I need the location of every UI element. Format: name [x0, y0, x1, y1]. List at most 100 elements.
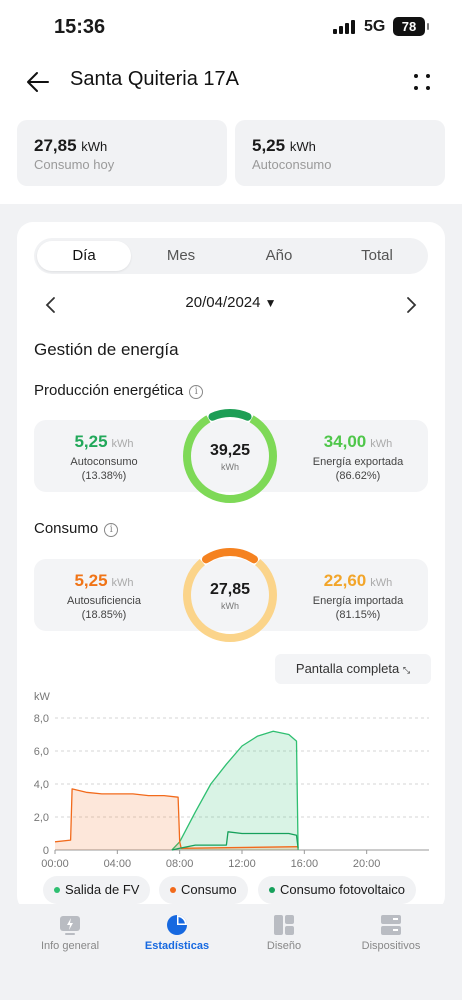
back-button[interactable]	[22, 66, 54, 98]
nav-label: Info general	[40, 940, 100, 952]
menu-button[interactable]	[406, 66, 438, 98]
x-tick-label: 12:00	[228, 858, 256, 870]
y-tick-label: 0	[43, 845, 49, 857]
unit: kWh	[370, 438, 393, 450]
battery-icon: 78	[393, 17, 429, 36]
date-selector: 20/04/2024 ▼	[17, 290, 445, 320]
info-icon[interactable]: i	[189, 385, 204, 399]
status-time: 15:36	[54, 16, 106, 38]
nav-estadisticas[interactable]: Estadísticas	[127, 904, 227, 974]
production-left-value: 5,25	[74, 432, 108, 451]
consumption-left-label: Autosuficiencia	[67, 595, 141, 607]
x-tick-label: 08:00	[166, 858, 194, 870]
production-ring-segment	[208, 409, 252, 421]
period-tabs: Día Mes Año Total	[34, 238, 428, 274]
summary-value: 5,25	[252, 136, 286, 155]
unit: kWh	[370, 577, 393, 589]
production-ring-chart	[183, 408, 277, 503]
consumption-right-label: Energía importada	[312, 595, 404, 607]
legend-item-pv-consumption[interactable]: Consumo fotovoltaico	[258, 876, 417, 904]
consumption-left-value: 5,25	[74, 571, 108, 590]
page-title: Santa Quiteria 17A	[70, 68, 239, 90]
production-title: Producción energética i	[34, 382, 204, 399]
production-right-label: Energía exportada	[312, 456, 404, 468]
consumption-left: 5,25 kWh Autosuficiencia (18.85%)	[34, 571, 174, 621]
production-total-unit: kWh	[221, 462, 239, 472]
layout-icon	[274, 915, 294, 935]
summary-cards: 27,85 kWh Consumo hoy 5,25 kWh Autoconsu…	[0, 106, 462, 204]
series-pv-output-area	[171, 731, 299, 850]
consumption-left-pct: (18.85%)	[81, 609, 127, 621]
summary-unit: kWh	[81, 139, 108, 154]
production-box: 5,25 kWh Autoconsumo (13.38%) 34,00 kWh En…	[34, 420, 428, 492]
prev-date-button[interactable]	[41, 295, 61, 315]
consumption-right-pct: (81.15%)	[335, 609, 381, 621]
production-right: 34,00 kWh Energía exportada (86.62%)	[288, 432, 428, 482]
nav-label: Dispositivos	[361, 940, 421, 952]
consumption-ring-chart	[183, 547, 277, 642]
unit: kWh	[111, 577, 134, 589]
production-total: 39,25	[209, 442, 251, 459]
date-value: 20/04/2024	[185, 294, 261, 311]
summary-value: 27,85	[34, 136, 77, 155]
caret-down-icon: ▼	[264, 296, 277, 310]
tab-ano[interactable]: Año	[265, 247, 293, 264]
nav-diseno[interactable]: Diseño	[234, 904, 334, 974]
tab-total[interactable]: Total	[361, 247, 393, 264]
summary-card-consumption[interactable]: 27,85 kWh Consumo hoy	[17, 120, 227, 186]
fullscreen-label: Pantalla completa	[295, 661, 400, 676]
y-tick-label: 6,0	[34, 746, 49, 758]
x-tick-label: 16:00	[291, 858, 319, 870]
info-icon[interactable]: i	[104, 523, 119, 537]
consumption-box: 5,25 kWh Autosuficiencia (18.85%) 22,60 kW…	[34, 559, 428, 631]
summary-label: Autoconsumo	[252, 157, 332, 172]
consumption-title: Consumo i	[34, 520, 119, 537]
consumption-total: 27,85	[209, 581, 251, 598]
legend-dot	[170, 887, 176, 893]
production-left-label: Autoconsumo	[70, 456, 138, 468]
consumption-total-unit: kWh	[221, 601, 239, 611]
y-tick-label: 8,0	[34, 713, 49, 725]
series-pv-consumption-line	[171, 831, 299, 851]
tab-mes[interactable]: Mes	[166, 247, 196, 264]
dashboard-icon	[60, 916, 80, 935]
production-left: 5,25 kWh Autoconsumo (13.38%)	[34, 432, 174, 482]
x-tick-label: 00:00	[41, 858, 69, 870]
section-title: Gestión de energía	[34, 340, 179, 359]
pie-chart-icon	[167, 915, 187, 935]
date-dropdown[interactable]: 20/04/2024 ▼	[17, 294, 445, 311]
nav-dispositivos[interactable]: Dispositivos	[341, 904, 441, 974]
chevron-right-icon	[407, 297, 417, 313]
summary-unit: kWh	[289, 139, 316, 154]
production-left-pct: (13.38%)	[81, 470, 127, 482]
tab-dia[interactable]: Día	[37, 241, 131, 271]
legend-dot	[54, 887, 60, 893]
signal-icon	[333, 20, 357, 34]
consumption-right: 22,60 kWh Energía importada (81.15%)	[288, 571, 428, 621]
chevron-left-icon	[45, 297, 55, 313]
status-bar: 15:36 5G 78	[0, 0, 462, 56]
legend-item-consumption[interactable]: Consumo	[159, 876, 248, 904]
consumption-right-value: 22,60	[323, 571, 367, 590]
production-right-value: 34,00	[323, 432, 367, 451]
summary-label: Consumo hoy	[34, 157, 115, 172]
nav-label: Estadísticas	[144, 940, 210, 952]
consumption-ring: 27,85 kWh	[180, 545, 280, 645]
legend-dot	[269, 887, 275, 893]
nav-info-general[interactable]: Info general	[20, 904, 120, 974]
arrow-left-icon	[27, 72, 49, 92]
summary-card-selfconsumption[interactable]: 5,25 kWh Autoconsumo	[235, 120, 445, 186]
next-date-button[interactable]	[401, 295, 421, 315]
unit: kWh	[111, 438, 134, 450]
series-pv-output-line	[171, 730, 299, 851]
grid-dots-icon	[414, 74, 430, 90]
y-tick-label: 4,0	[34, 779, 49, 791]
production-right-pct: (86.62%)	[335, 470, 381, 482]
fullscreen-button[interactable]: Pantalla completa ⤡	[275, 654, 431, 684]
x-tick-label: 04:00	[104, 858, 132, 870]
x-tick-label: 20:00	[353, 858, 381, 870]
y-tick-label: 2,0	[34, 812, 49, 824]
network-type: 5G	[364, 18, 386, 35]
production-ring: 39,25 kWh	[180, 406, 280, 506]
legend-item-pv-output[interactable]: Salida de FV	[43, 876, 151, 904]
